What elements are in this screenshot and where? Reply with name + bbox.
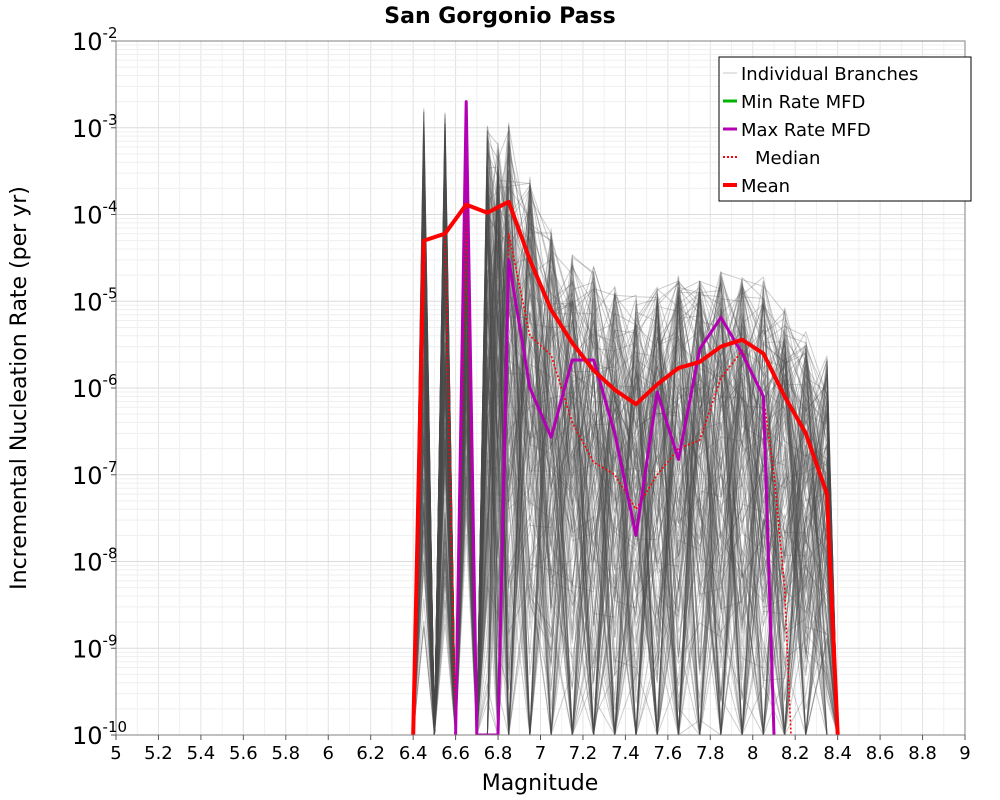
x-axis-ticks: 5 5.2 5.4 5.6 5.8 6 6.2 6.4 6.6 6.8 7 7.2 7.4 7.6 7.8 8… xyxy=(110,735,971,764)
y-tick-label: 10-7 xyxy=(72,458,118,490)
y-axis-ticks: 10-2 10-3 10-4 10-5 10-6 10-7 10-8 10-9 10-10 xyxy=(72,24,127,750)
x-tick-label: 8.6 xyxy=(866,743,895,764)
y-tick-label: 10-10 xyxy=(72,718,127,750)
y-tick-label: 10-2 xyxy=(72,24,118,56)
x-tick-label: 7.2 xyxy=(569,743,598,764)
x-tick-label: 9 xyxy=(959,743,970,764)
y-tick-label: 10-8 xyxy=(72,545,118,577)
legend: Individual Branches Min Rate MFD Max Rate … xyxy=(718,56,972,202)
x-tick-label: 6.8 xyxy=(484,743,513,764)
y-tick-label: 10-3 xyxy=(72,111,118,143)
x-tick-label: 8.2 xyxy=(781,743,810,764)
x-tick-label: 6.2 xyxy=(356,743,385,764)
series-line-mean xyxy=(411,199,840,735)
x-tick-label: 8 xyxy=(747,743,758,764)
grid-lines xyxy=(115,40,966,736)
x-tick-label: 7 xyxy=(535,743,546,764)
x-tick-label: 5.2 xyxy=(144,743,173,764)
x-tick-label: 6.6 xyxy=(441,743,470,764)
x-tick-label: 6 xyxy=(323,743,334,764)
legend-label: Max Rate MFD xyxy=(741,120,871,141)
y-tick-label: 10-5 xyxy=(72,284,118,316)
legend-label: Mean xyxy=(741,176,790,197)
chart-title: San Gorgonio Pass xyxy=(384,4,615,29)
x-tick-label: 5 xyxy=(110,743,121,764)
x-tick-label: 6.4 xyxy=(399,743,428,764)
y-tick-label: 10-4 xyxy=(72,198,118,230)
x-tick-label: 8.8 xyxy=(908,743,937,764)
x-tick-label: 7.4 xyxy=(611,743,640,764)
x-tick-label: 7.8 xyxy=(696,743,725,764)
y-tick-label: 10-6 xyxy=(72,371,118,403)
x-tick-label: 8.4 xyxy=(823,743,852,764)
y-tick-label: 10-9 xyxy=(72,631,118,663)
series-line-max-rate-mfd xyxy=(454,100,776,735)
x-axis-label: Magnitude xyxy=(482,771,599,796)
series-lines xyxy=(411,100,840,735)
x-tick-label: 5.8 xyxy=(271,743,300,764)
legend-box xyxy=(718,56,972,202)
legend-label: Median xyxy=(755,148,820,169)
y-axis-label: Incremental Nucleation Rate (per yr) xyxy=(7,186,32,590)
legend-label: Individual Branches xyxy=(741,64,918,85)
x-tick-label: 5.6 xyxy=(229,743,258,764)
legend-label: Min Rate MFD xyxy=(741,92,865,113)
x-tick-label: 5.4 xyxy=(187,743,216,764)
x-tick-label: 7.6 xyxy=(654,743,683,764)
